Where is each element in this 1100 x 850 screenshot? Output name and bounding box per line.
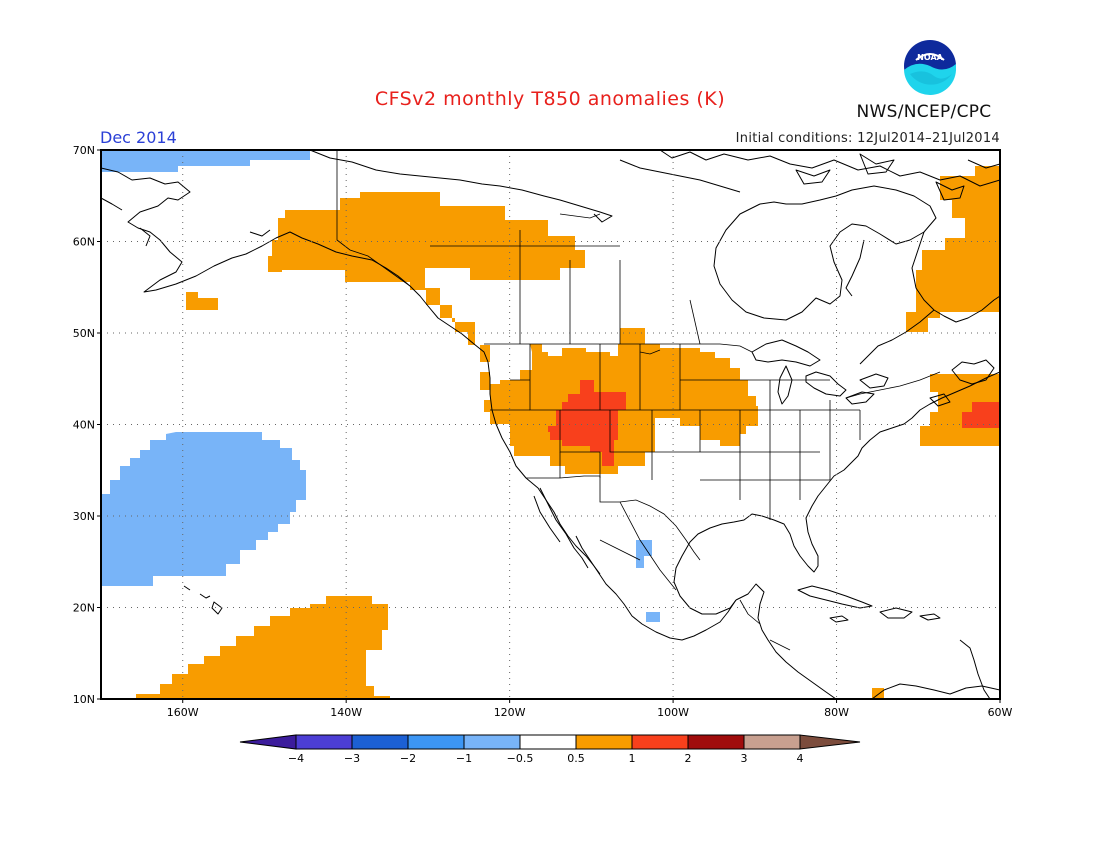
colorbar-box xyxy=(351,734,409,750)
initial-conditions: Initial conditions: 12Jul2014–21Jul2014 xyxy=(735,131,1000,146)
noaa-logo-text: NOAA xyxy=(917,53,943,62)
colorbar-label: 4 xyxy=(797,752,804,765)
colorbar-label: 0.5 xyxy=(567,752,585,765)
lat-tick-label: 30N xyxy=(73,510,95,523)
colorbar-box xyxy=(295,734,353,750)
lon-tick-label: 80W xyxy=(824,706,849,719)
colorbar-box xyxy=(631,734,689,750)
axis-ticks xyxy=(97,149,1001,703)
colorbar-label: 1 xyxy=(629,752,636,765)
agency-label: NWS/NCEP/CPC xyxy=(856,102,992,122)
colorbar-box xyxy=(519,734,577,750)
lat-tick-label: 50N xyxy=(73,327,95,340)
colorbar-label: −1 xyxy=(456,752,472,765)
colorbar-arrow-right xyxy=(799,734,861,750)
northwest-atlantic-hot xyxy=(962,402,1000,428)
mexico-cool-patch-1 xyxy=(636,540,652,568)
colorbar-label: 2 xyxy=(685,752,692,765)
longitude-labels: 160W 140W 120W 100W 80W 60W xyxy=(167,706,1013,719)
coastlines xyxy=(101,150,1000,699)
anomaly-shading xyxy=(101,150,1000,699)
bering-sea-warm-patch xyxy=(186,292,218,310)
colorbar-box xyxy=(575,734,633,750)
colorbar-label: −3 xyxy=(344,752,360,765)
colorbar-label: −2 xyxy=(400,752,416,765)
colorbar-box xyxy=(463,734,521,750)
lat-tick-label: 70N xyxy=(73,144,95,157)
colorbar-label: 3 xyxy=(741,752,748,765)
lat-tick-label: 60N xyxy=(73,236,95,249)
colorbar-label: −0.5 xyxy=(507,752,534,765)
central-pacific-warm xyxy=(136,596,390,699)
lat-tick-label: 40N xyxy=(73,419,95,432)
latitude-labels: 70N 60N 50N 40N 30N 20N 10N xyxy=(73,144,95,706)
colorbar-label: −4 xyxy=(288,752,304,765)
map-title: CFSv2 monthly T850 anomalies (K) xyxy=(374,88,726,110)
four-corners-hot xyxy=(548,380,626,466)
mexico-cool-patch-2 xyxy=(646,612,660,622)
valid-month: Dec 2014 xyxy=(100,128,177,147)
noaa-logo: NOAA xyxy=(904,40,957,96)
lon-tick-label: 100W xyxy=(657,706,689,719)
lon-tick-label: 160W xyxy=(167,706,199,719)
colorbar-box xyxy=(687,734,745,750)
arctic-coast-negative xyxy=(101,150,310,172)
lon-tick-label: 140W xyxy=(330,706,362,719)
eastern-canada-warm xyxy=(906,166,1000,332)
alaska-western-canada-warm xyxy=(268,192,585,362)
lat-tick-label: 20N xyxy=(73,602,95,615)
lon-tick-label: 60W xyxy=(988,706,1013,719)
lat-tick-label: 10N xyxy=(73,693,95,706)
northeast-pacific-cool xyxy=(101,432,306,586)
colorbar-box xyxy=(743,734,801,750)
political-borders xyxy=(336,150,941,651)
colorbar-arrow-left xyxy=(239,734,297,750)
lon-tick-label: 120W xyxy=(494,706,526,719)
colorbar-box xyxy=(407,734,465,750)
western-us-warm-edge xyxy=(480,372,490,390)
